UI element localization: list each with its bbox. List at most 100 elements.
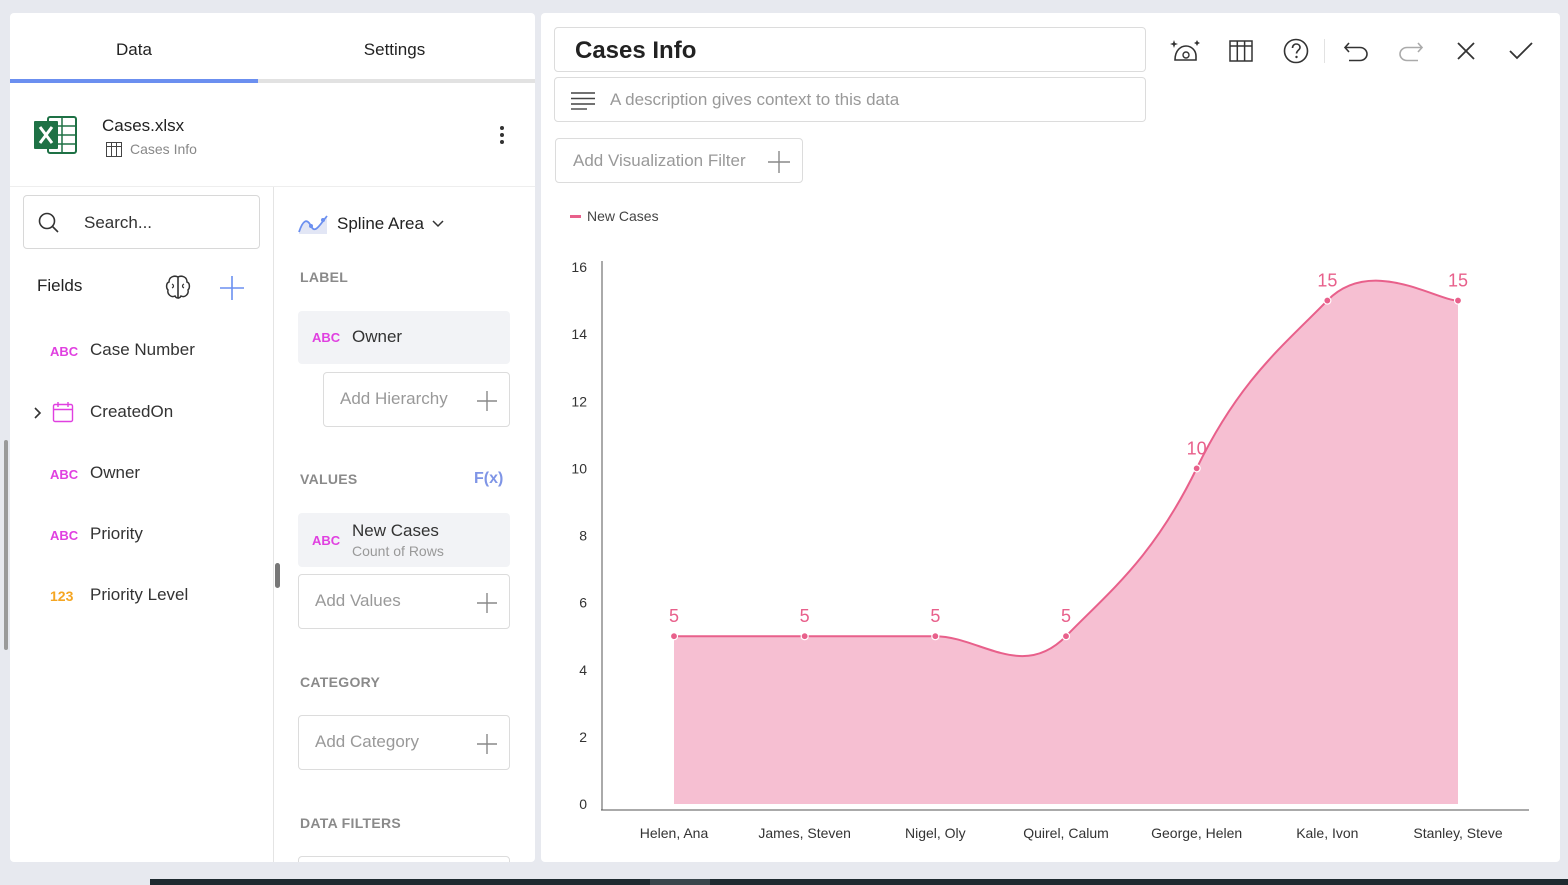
text-lines-icon: [571, 92, 595, 110]
search-placeholder: Search...: [84, 213, 153, 232]
data-label: 5: [669, 606, 679, 626]
x-tick-label: Quirel, Calum: [1023, 825, 1109, 841]
tab-data[interactable]: Data: [116, 40, 152, 59]
legend-swatch: [570, 214, 581, 218]
add-field-icon[interactable]: [220, 276, 244, 300]
undo-icon[interactable]: [1340, 35, 1372, 67]
x-tick-label: James, Steven: [758, 825, 851, 841]
field-name: Owner: [90, 463, 141, 482]
data-label: 15: [1317, 271, 1337, 291]
add-values-label: Add Values: [315, 591, 401, 610]
field-item[interactable]: ABC Priority: [10, 520, 260, 550]
add-category-button[interactable]: Add Category: [298, 715, 510, 770]
excel-file-icon: [34, 116, 77, 154]
values-field-pill[interactable]: ABC New Cases Count of Rows: [298, 513, 510, 567]
y-tick-label: 2: [579, 729, 587, 745]
label-field-pill[interactable]: ABC Owner: [298, 311, 510, 364]
series-area: [674, 280, 1458, 805]
redo-icon[interactable]: [1395, 35, 1427, 67]
text-type-icon: ABC: [50, 344, 79, 359]
text-type-icon: ABC: [50, 467, 79, 482]
toolbar-divider: [1324, 39, 1325, 63]
table-view-icon[interactable]: [1225, 35, 1257, 67]
data-point: [1061, 632, 1071, 641]
taskbar-highlight: [650, 879, 710, 885]
tab-indicator-active: [10, 79, 258, 83]
plus-icon: [477, 593, 497, 613]
data-label: 5: [1061, 606, 1071, 626]
add-visualization-filter-button[interactable]: Add Visualization Filter: [555, 138, 803, 183]
data-label: 10: [1187, 438, 1207, 458]
y-tick-label: 12: [571, 393, 587, 409]
field-item[interactable]: CreatedOn: [10, 398, 260, 428]
add-visualization-filter-label: Add Visualization Filter: [573, 151, 746, 170]
chart-legend: New Cases: [570, 208, 659, 224]
data-label: 5: [800, 606, 810, 626]
column-divider: [273, 187, 274, 862]
text-type-icon: ABC: [312, 330, 341, 345]
visualization-type-label: Spline Area: [337, 214, 424, 233]
field-search-input[interactable]: Search...: [23, 195, 260, 249]
resize-handle[interactable]: [275, 563, 280, 588]
field-item[interactable]: ABC Case Number: [10, 336, 260, 366]
description-input[interactable]: A description gives context to this data: [554, 77, 1146, 122]
tab-settings[interactable]: Settings: [363, 40, 426, 59]
data-filters-section-title: DATA FILTERS: [300, 815, 402, 831]
text-type-icon: ABC: [312, 533, 341, 548]
help-icon[interactable]: [1280, 35, 1312, 67]
category-section-title: CATEGORY: [300, 674, 381, 690]
chevron-right-icon[interactable]: [34, 407, 42, 419]
formula-button[interactable]: F(x): [474, 470, 504, 487]
check-icon[interactable]: [1505, 35, 1537, 67]
plus-icon: [477, 391, 497, 411]
x-tick-label: George, Helen: [1151, 825, 1242, 841]
plus-icon: [768, 151, 790, 173]
add-hierarchy-button[interactable]: Add Hierarchy: [323, 372, 510, 427]
tab-strip: Data Settings: [10, 13, 535, 85]
y-tick-label: 4: [579, 662, 587, 678]
source-sheet: Cases Info: [106, 141, 197, 157]
chevron-down-icon: [432, 220, 444, 228]
more-options-icon[interactable]: [490, 121, 514, 149]
data-point: [931, 632, 940, 641]
values-field-name: New Cases: [352, 521, 439, 540]
data-point: [1453, 296, 1463, 305]
fields-title: Fields: [37, 276, 83, 295]
data-label: 15: [1448, 271, 1468, 291]
y-tick-label: 8: [579, 528, 587, 544]
calendar-icon: [52, 402, 74, 423]
spline-area-chart-icon: [298, 215, 328, 234]
data-point: [669, 632, 679, 641]
y-tick-label: 10: [571, 460, 587, 476]
values-aggregation: Count of Rows: [352, 543, 444, 559]
x-tick-label: Nigel, Oly: [905, 825, 966, 841]
add-values-button[interactable]: Add Values: [298, 574, 510, 629]
data-point: [1323, 296, 1332, 305]
field-name: Priority Level: [90, 585, 189, 604]
add-data-filter-button[interactable]: [298, 856, 510, 862]
add-category-label: Add Category: [315, 732, 419, 751]
visualization-type-selector[interactable]: Spline Area: [297, 211, 444, 237]
field-item[interactable]: 123 Priority Level: [10, 581, 260, 611]
x-tick-label: Kale, Ivon: [1296, 825, 1358, 841]
data-point: [1192, 464, 1201, 473]
table-icon: [106, 141, 122, 157]
data-point: [800, 632, 809, 641]
label-section-title: LABEL: [300, 269, 349, 285]
y-tick-label: 14: [571, 326, 587, 342]
field-name: Case Number: [90, 340, 195, 359]
scrollbar[interactable]: [4, 440, 8, 650]
search-icon: [38, 212, 59, 233]
visualization-title-input[interactable]: Cases Info: [554, 27, 1146, 72]
visualization-panel: Cases Info A description gives context t…: [541, 13, 1560, 862]
spline-area-chart: 0 2 4 6 8 10 12 14 16 5 5 5 5 10 15 15 Helen, Ana James, …: [571, 259, 1529, 841]
brain-icon[interactable]: [164, 274, 192, 300]
values-section-title: VALUES: [300, 471, 358, 487]
taskbar-strip: [150, 879, 1568, 885]
numeric-type-icon: 123: [50, 588, 74, 604]
ai-insights-icon[interactable]: [1169, 35, 1201, 67]
close-icon[interactable]: [1450, 35, 1482, 67]
add-hierarchy-label: Add Hierarchy: [340, 389, 448, 408]
field-item[interactable]: ABC Owner: [10, 459, 260, 489]
legend-label: New Cases: [587, 208, 659, 224]
